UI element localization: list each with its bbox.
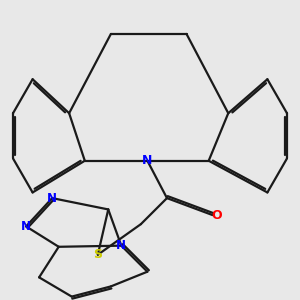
Text: N: N [21,220,31,233]
Text: N: N [47,192,57,205]
Text: N: N [116,239,126,252]
Text: S: S [93,248,102,261]
Text: N: N [142,154,153,167]
Text: O: O [212,208,222,222]
